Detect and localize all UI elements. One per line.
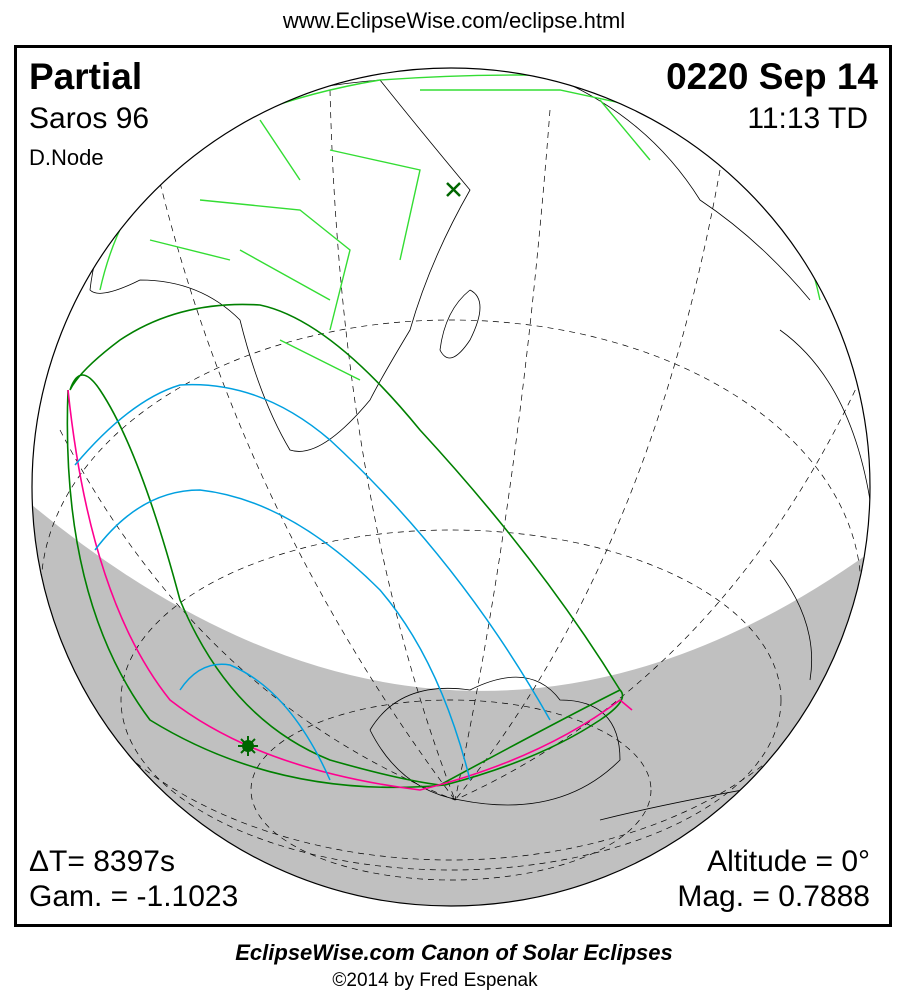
x-marker — [446, 182, 461, 197]
footer-copyright: ©2014 by Fred Espenak — [332, 970, 538, 991]
footer-title: EclipseWise.com Canon of Solar Eclipses — [235, 940, 673, 965]
penumbral-limit-outer — [66, 389, 624, 789]
limit-line — [67, 389, 633, 791]
greatest-eclipse-marker — [238, 736, 258, 756]
magnitude-curves — [74, 383, 551, 781]
magnitude: Mag. = 0.7888 — [677, 880, 870, 913]
saros: Saros 96 — [29, 102, 150, 135]
eclipse-type: Partial — [29, 56, 143, 97]
gamma: Gam. = -1.1023 — [29, 880, 239, 913]
graticule — [40, 89, 862, 881]
node: D.Node — [29, 145, 104, 170]
penumbral-limit-north — [69, 303, 622, 786]
map-frame — [14, 45, 892, 927]
eclipse-time: 11:13 TD — [747, 102, 868, 135]
altitude: Altitude = 0° — [707, 845, 870, 878]
delta-t: ΔT= 8397s — [29, 845, 175, 878]
url-header: www.EclipseWise.com/eclipse.html — [282, 8, 626, 33]
eclipse-date: 0220 Sep 14 — [666, 56, 878, 97]
